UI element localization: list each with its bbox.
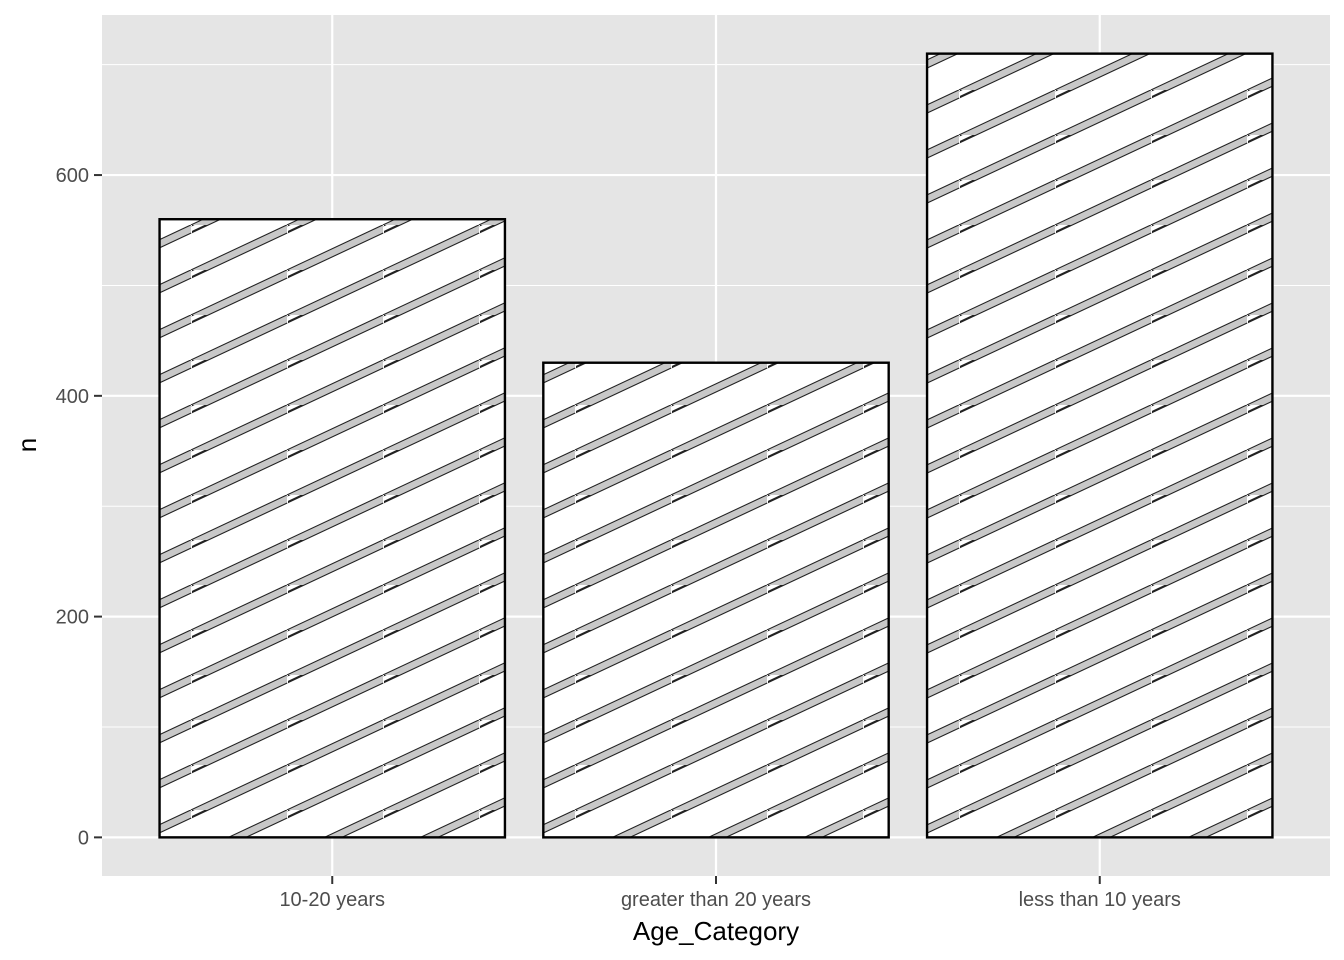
y-tick-label: 400 [56, 386, 89, 408]
bar-greater-than-20-years [542, 361, 890, 839]
bar-10-20-years [158, 218, 507, 839]
x-tick-label: less than 10 years [1019, 889, 1181, 911]
x-tick-label: greater than 20 years [621, 889, 811, 911]
y-tick-label: 200 [56, 607, 89, 629]
axes-group: 0 200 400 600 10-20 years greater than 20 yea… [56, 165, 1181, 911]
bars-group [158, 52, 1274, 839]
y-tick-label: 600 [56, 165, 89, 187]
y-axis-title: n [12, 438, 42, 452]
bar-less-than-10-years [925, 52, 1274, 839]
y-tick-label: 0 [78, 827, 89, 849]
x-tick-label: 10-20 years [279, 889, 385, 911]
x-axis-title: Age_Category [633, 916, 799, 946]
